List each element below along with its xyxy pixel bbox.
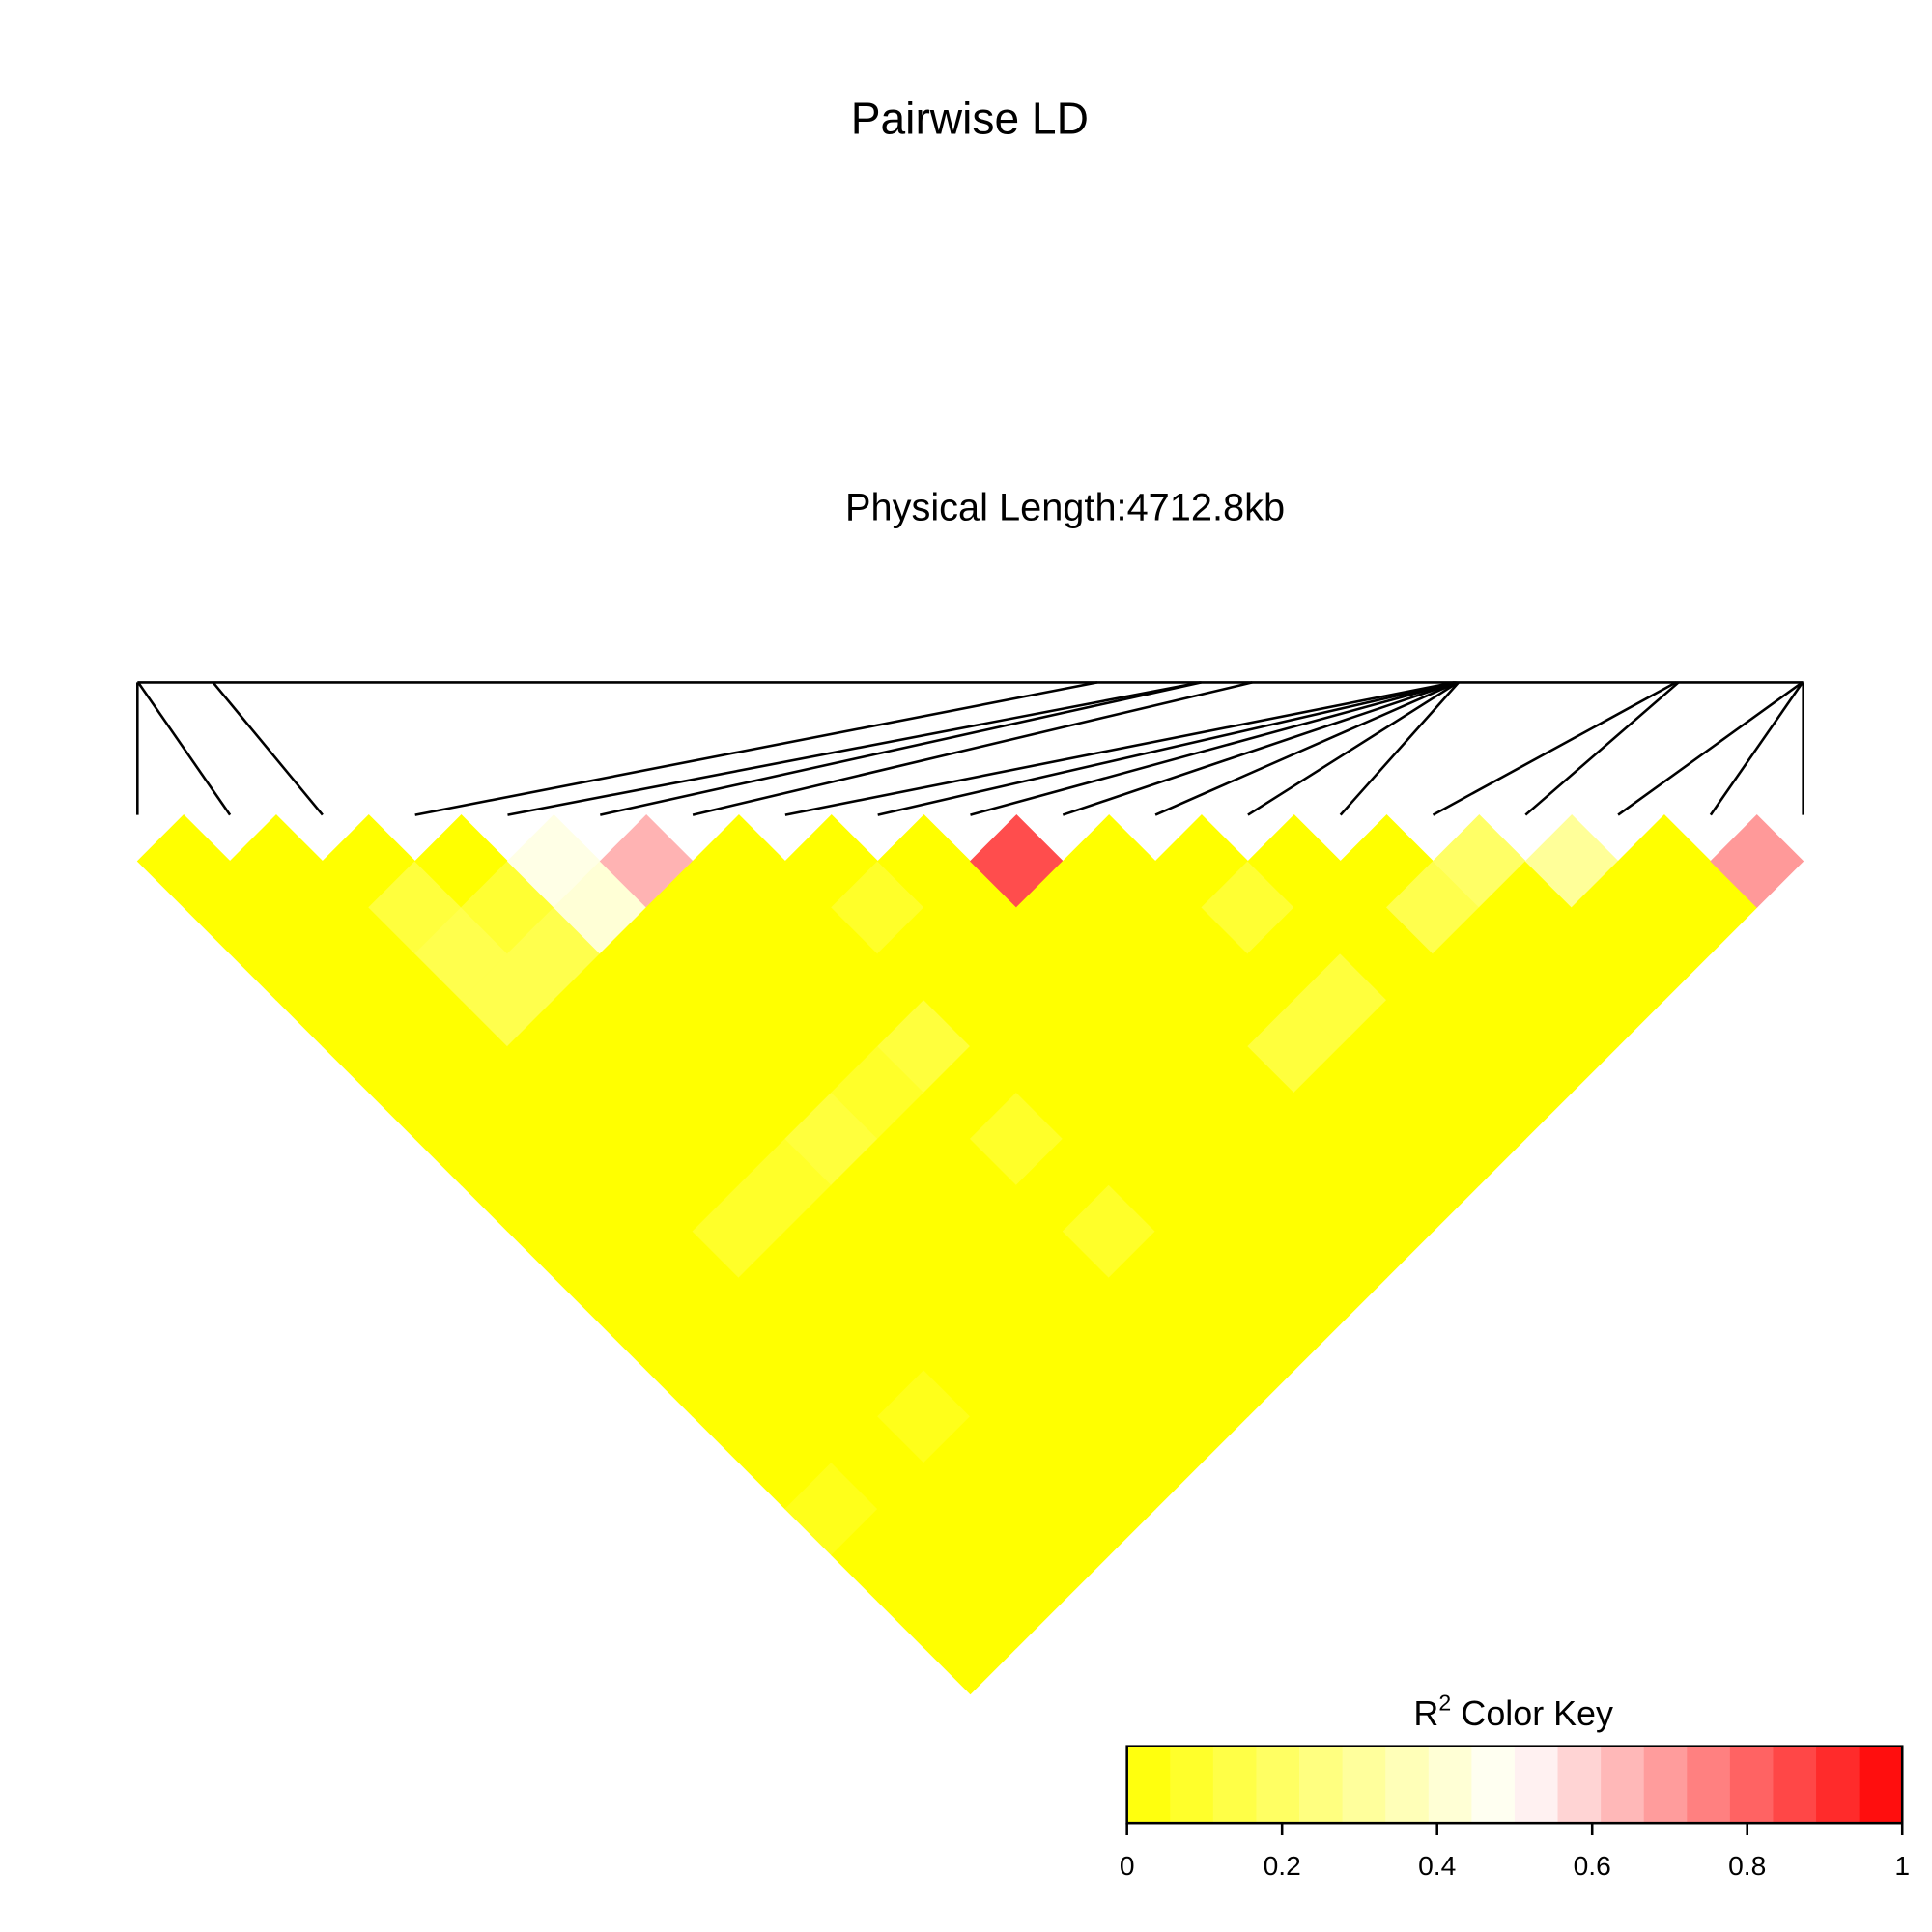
snp-connector bbox=[970, 681, 1457, 816]
key-swatch bbox=[1385, 1746, 1430, 1824]
key-swatch bbox=[1773, 1746, 1817, 1824]
snp-connector bbox=[136, 681, 232, 816]
key-swatch bbox=[1126, 1746, 1171, 1824]
key-tick-label: 0.2 bbox=[1264, 1850, 1301, 1881]
key-swatch bbox=[1299, 1746, 1344, 1824]
snp-connector bbox=[784, 681, 1455, 816]
key-swatch bbox=[1170, 1746, 1214, 1824]
key-swatch bbox=[1643, 1746, 1688, 1824]
key-title-r: R bbox=[1413, 1694, 1438, 1733]
key-title-rest: Color Key bbox=[1461, 1694, 1613, 1733]
key-swatch bbox=[1212, 1746, 1258, 1824]
snp-connector bbox=[414, 681, 1098, 816]
key-swatch bbox=[1514, 1746, 1559, 1824]
key-tick-label: 0.4 bbox=[1418, 1850, 1456, 1881]
key-swatch bbox=[1816, 1746, 1861, 1824]
snp-connector bbox=[212, 681, 324, 816]
snp-connector bbox=[1617, 681, 1804, 816]
key-tick-label: 0.8 bbox=[1728, 1850, 1766, 1881]
snp-connector bbox=[1432, 681, 1677, 816]
chart-title: Pairwise LD bbox=[851, 93, 1089, 143]
snp-connector bbox=[600, 681, 1202, 816]
key-frame bbox=[1125, 1745, 1904, 1825]
snp-connector bbox=[1524, 681, 1680, 816]
snp-connector bbox=[1339, 681, 1460, 816]
key-swatch bbox=[1601, 1746, 1645, 1824]
key-swatch bbox=[1428, 1746, 1473, 1824]
chart-subtitle: Physical Length:4712.8kb bbox=[845, 486, 1285, 528]
key-swatch bbox=[1859, 1746, 1903, 1824]
snp-connector bbox=[1154, 681, 1459, 816]
key-swatch bbox=[1471, 1746, 1516, 1824]
key-swatch bbox=[1557, 1746, 1602, 1824]
key-title: R2 Color Key bbox=[1413, 1690, 1613, 1733]
key-swatch bbox=[1342, 1746, 1386, 1824]
key-tick-label: 0.6 bbox=[1574, 1850, 1611, 1881]
ld-cell bbox=[1710, 814, 1804, 908]
key-swatch bbox=[1729, 1746, 1775, 1824]
snp-connector bbox=[507, 681, 1201, 816]
key-title-sup: 2 bbox=[1438, 1690, 1451, 1716]
key-tick-label: 1 bbox=[1894, 1850, 1910, 1881]
snp-connector bbox=[1709, 681, 1804, 816]
snp-connector bbox=[1062, 681, 1458, 816]
snp-connector bbox=[692, 681, 1253, 816]
key-swatch bbox=[1687, 1746, 1731, 1824]
snp-connector bbox=[877, 681, 1456, 816]
key-swatch bbox=[1256, 1746, 1300, 1824]
snp-connector bbox=[1247, 681, 1459, 816]
key-tick-label: 0 bbox=[1120, 1850, 1135, 1881]
